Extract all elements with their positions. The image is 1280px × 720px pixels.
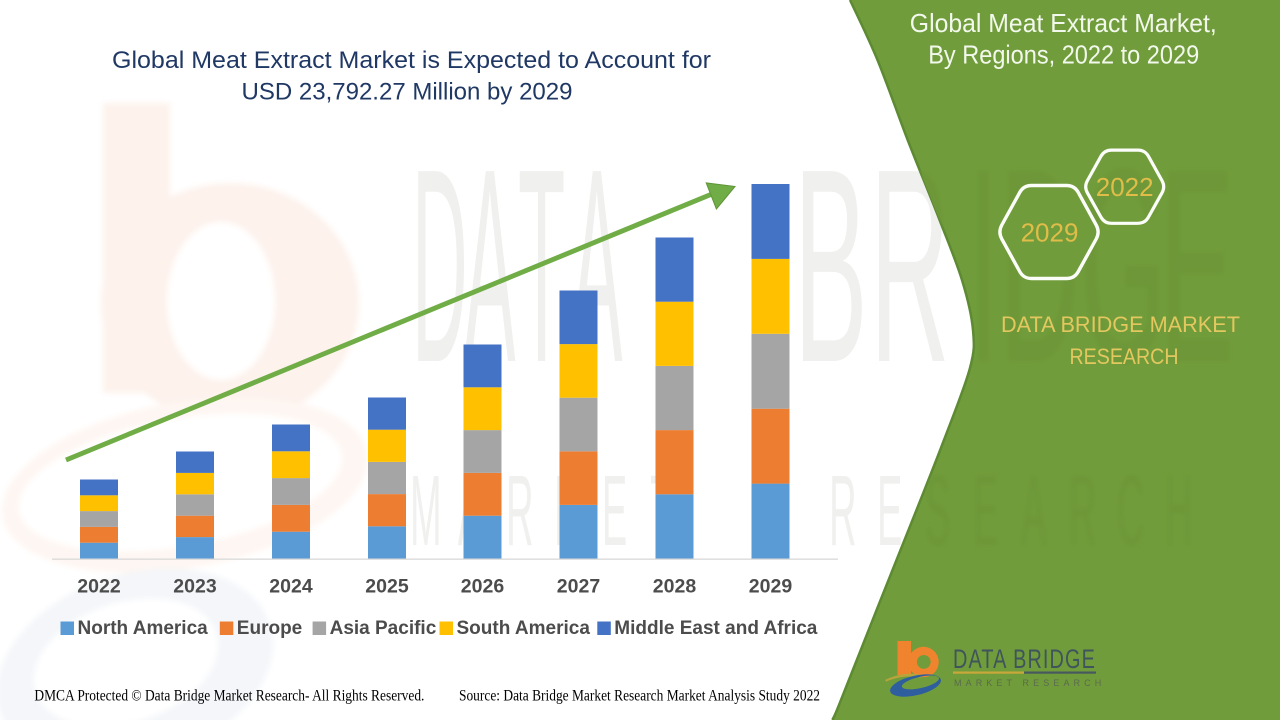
svg-text:Europe: Europe: [237, 618, 302, 639]
svg-text:2022: 2022: [77, 576, 121, 598]
svg-text:USD 23,792.27 Million by 2029: USD 23,792.27 Million by 2029: [242, 79, 573, 106]
svg-text:2029: 2029: [1021, 218, 1079, 248]
svg-text:By Regions, 2022 to 2029: By Regions, 2022 to 2029: [928, 40, 1199, 70]
svg-text:DMCA Protected © Data Bridge M: DMCA Protected © Data Bridge Market Rese…: [34, 688, 424, 705]
svg-text:Asia Pacific: Asia Pacific: [330, 618, 437, 639]
svg-text:2022: 2022: [1096, 172, 1154, 202]
svg-text:2029: 2029: [749, 576, 793, 598]
svg-text:DATA BRIDGE: DATA BRIDGE: [953, 644, 1096, 674]
svg-text:2024: 2024: [269, 576, 313, 598]
svg-text:2025: 2025: [365, 576, 409, 598]
svg-text:South America: South America: [457, 618, 591, 639]
svg-text:Source: Data Bridge Market Res: Source: Data Bridge Market Research Mark…: [459, 688, 820, 705]
svg-text:MARKET RESEARCH: MARKET RESEARCH: [954, 678, 1105, 688]
svg-text:Middle East and Africa: Middle East and Africa: [614, 618, 817, 639]
svg-text:North America: North America: [78, 618, 209, 639]
svg-text:DATA BRIDGE MARKET: DATA BRIDGE MARKET: [1001, 312, 1240, 337]
svg-text:RESEARCH: RESEARCH: [1070, 344, 1179, 369]
svg-text:Global Meat Extract Market,: Global Meat Extract Market,: [910, 8, 1217, 38]
svg-text:2026: 2026: [461, 576, 505, 598]
svg-text:Global Meat Extract Market is: Global Meat Extract Market is Expected t…: [112, 47, 711, 74]
svg-text:2027: 2027: [557, 576, 600, 598]
svg-text:2028: 2028: [653, 576, 697, 598]
svg-text:2023: 2023: [173, 576, 217, 598]
